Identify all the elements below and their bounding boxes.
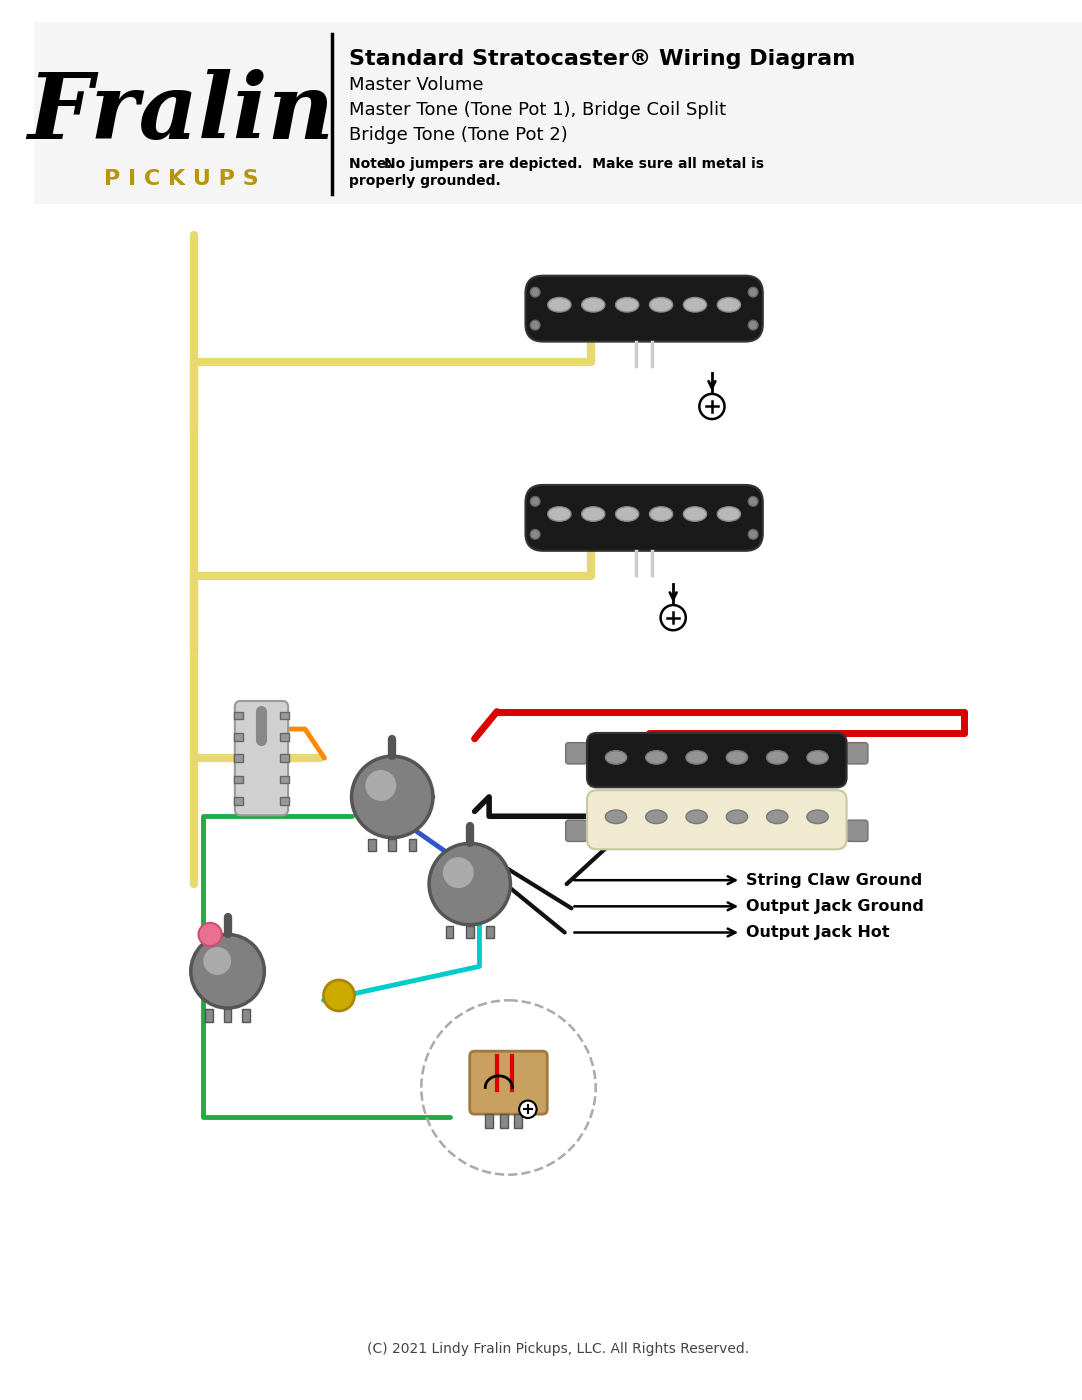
Circle shape [430,843,511,925]
Bar [280,776,289,784]
Bar [485,1114,493,1128]
FancyBboxPatch shape [470,1051,547,1114]
Bar [34,22,1082,204]
Ellipse shape [686,811,708,823]
Circle shape [324,980,355,1011]
Bar [234,776,242,784]
FancyBboxPatch shape [566,742,586,764]
Bar [280,734,289,741]
Text: No jumpers are depicted.  Make sure all metal is: No jumpers are depicted. Make sure all m… [383,157,764,171]
Ellipse shape [807,811,828,823]
Circle shape [443,857,474,888]
Text: Bridge Tone (Tone Pot 2): Bridge Tone (Tone Pot 2) [348,126,567,144]
Ellipse shape [649,297,673,312]
Bar [280,755,289,762]
Bar [368,839,375,851]
Ellipse shape [605,811,626,823]
Ellipse shape [684,507,707,521]
Circle shape [749,287,758,297]
FancyBboxPatch shape [566,820,586,841]
Circle shape [530,529,540,539]
Ellipse shape [766,750,788,764]
Ellipse shape [547,507,571,521]
Bar [409,839,417,851]
Text: properly grounded.: properly grounded. [348,174,500,188]
Circle shape [203,946,232,974]
Text: (C) 2021 Lindy Fralin Pickups, LLC. All Rights Reserved.: (C) 2021 Lindy Fralin Pickups, LLC. All … [367,1343,749,1357]
Bar [514,1114,523,1128]
Circle shape [530,497,540,507]
FancyBboxPatch shape [526,276,763,342]
Text: Fralin: Fralin [27,70,334,158]
Bar [486,925,494,938]
Ellipse shape [646,750,667,764]
Text: Output Jack Hot: Output Jack Hot [745,925,889,939]
Ellipse shape [726,750,748,764]
Bar [224,1009,232,1022]
Text: Note:: Note: [348,157,396,171]
Ellipse shape [766,811,788,823]
Bar [234,755,242,762]
FancyBboxPatch shape [586,790,846,850]
Text: String Claw Ground: String Claw Ground [745,872,922,888]
Bar [234,797,242,805]
Circle shape [749,529,758,539]
FancyBboxPatch shape [846,820,868,841]
Circle shape [198,923,222,946]
Ellipse shape [616,297,638,312]
Ellipse shape [605,750,626,764]
Circle shape [530,287,540,297]
Circle shape [661,605,686,630]
FancyBboxPatch shape [235,701,288,815]
Ellipse shape [726,811,748,823]
Circle shape [519,1100,537,1119]
Bar [280,711,289,720]
Circle shape [530,321,540,330]
Bar [234,734,242,741]
Ellipse shape [616,507,638,521]
Ellipse shape [684,297,707,312]
Circle shape [749,321,758,330]
Ellipse shape [582,297,605,312]
Text: Output Jack Ground: Output Jack Ground [745,899,924,914]
Ellipse shape [807,750,828,764]
FancyBboxPatch shape [586,734,846,787]
Circle shape [749,497,758,507]
Bar [446,925,453,938]
Text: P I C K U P S: P I C K U P S [104,169,259,189]
Bar [500,1114,507,1128]
Bar [280,797,289,805]
Text: Master Tone (Tone Pot 1), Bridge Coil Split: Master Tone (Tone Pot 1), Bridge Coil Sp… [348,101,726,119]
Ellipse shape [649,507,673,521]
Circle shape [366,770,396,801]
Ellipse shape [686,750,708,764]
Ellipse shape [646,811,667,823]
Text: Standard Stratocaster® Wiring Diagram: Standard Stratocaster® Wiring Diagram [348,49,855,69]
Ellipse shape [547,297,571,312]
Bar [206,1009,213,1022]
Circle shape [699,393,725,419]
Ellipse shape [582,507,605,521]
FancyBboxPatch shape [526,484,763,550]
Ellipse shape [717,297,740,312]
Ellipse shape [717,507,740,521]
Bar [242,1009,250,1022]
Bar [388,839,396,851]
Bar [466,925,474,938]
FancyBboxPatch shape [846,742,868,764]
Circle shape [352,756,433,837]
Circle shape [190,934,264,1008]
Text: Master Volume: Master Volume [348,76,484,94]
Bar [234,711,242,720]
